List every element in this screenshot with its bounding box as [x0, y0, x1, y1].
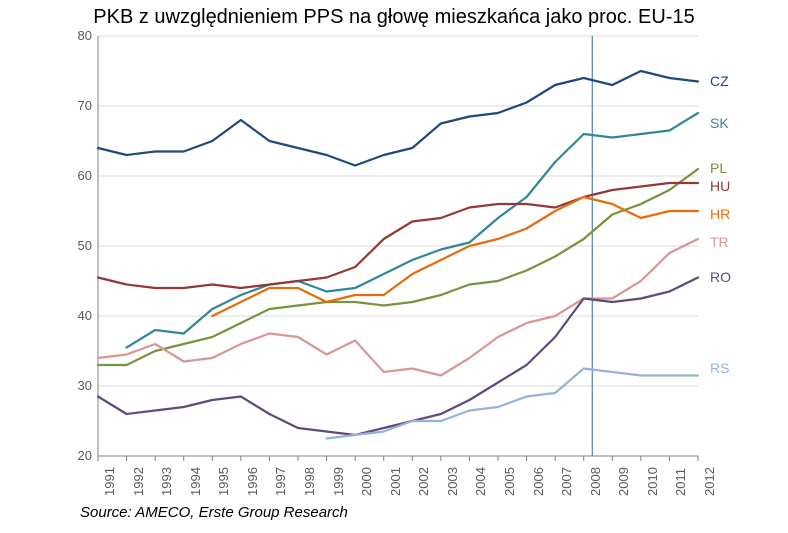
- x-tick-label: 2012: [702, 467, 717, 496]
- x-tick-label: 1991: [102, 467, 117, 496]
- series-label-tr: TR: [710, 234, 729, 250]
- x-tick-label: 2009: [616, 467, 631, 496]
- series-label-hr: HR: [710, 206, 730, 222]
- x-tick-label: 2002: [416, 467, 431, 496]
- series-line-ro: [98, 278, 698, 436]
- x-tick-label: 1993: [159, 467, 174, 496]
- series-label-ro: RO: [710, 269, 731, 285]
- series-line-cz: [98, 71, 698, 166]
- y-tick-label: 70: [78, 98, 92, 113]
- x-tick-label: 1995: [216, 467, 231, 496]
- series-label-hu: HU: [710, 178, 730, 194]
- series-label-sk: SK: [710, 115, 729, 131]
- y-tick-label: 80: [78, 28, 92, 43]
- chart-title: PKB z uwzględnieniem PPS na głowę mieszk…: [0, 6, 788, 29]
- series-line-hr: [212, 197, 698, 316]
- x-tick-label: 2011: [673, 468, 688, 496]
- x-tick-label: 2007: [559, 467, 574, 496]
- series-label-rs: RS: [710, 360, 729, 376]
- x-tick-label: 2000: [359, 467, 374, 496]
- x-tick-label: 1998: [302, 467, 317, 496]
- x-tick-label: 1996: [245, 467, 260, 496]
- x-tick-label: 1997: [273, 467, 288, 496]
- x-tick-label: 2010: [645, 467, 660, 496]
- y-tick-label: 20: [78, 448, 92, 463]
- x-tick-label: 1999: [331, 467, 346, 496]
- y-tick-label: 30: [78, 378, 92, 393]
- series-label-cz: CZ: [710, 73, 729, 89]
- y-tick-label: 60: [78, 168, 92, 183]
- x-tick-label: 2005: [502, 467, 517, 496]
- source-caption: Source: AMECO, Erste Group Research: [80, 504, 348, 521]
- x-tick-label: 1992: [131, 467, 146, 496]
- x-tick-label: 1994: [188, 467, 203, 496]
- x-tick-label: 2001: [388, 467, 403, 496]
- series-line-tr: [98, 239, 698, 376]
- series-label-pl: PL: [710, 160, 727, 176]
- x-tick-label: 2006: [531, 467, 546, 496]
- x-tick-label: 2004: [473, 467, 488, 496]
- chart-plot-area: [98, 36, 698, 456]
- y-tick-label: 50: [78, 238, 92, 253]
- x-tick-label: 2008: [588, 467, 603, 496]
- series-line-hu: [98, 183, 698, 288]
- y-tick-label: 40: [78, 308, 92, 323]
- x-tick-label: 2003: [445, 467, 460, 496]
